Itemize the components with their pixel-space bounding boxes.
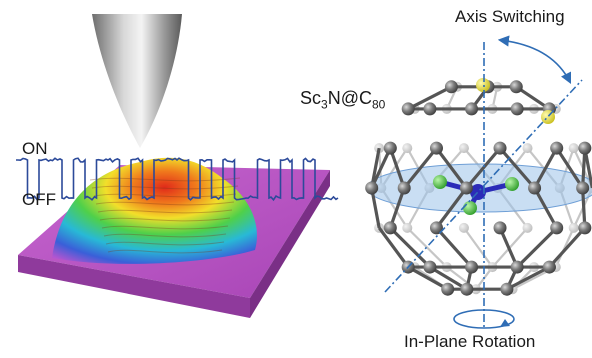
cage-bond [554,227,575,268]
cage-bond [370,147,392,189]
carbon-atom [465,102,479,116]
carbon-atom [429,221,443,235]
signal-trace [16,157,339,202]
carbon-atom [510,260,524,274]
rotation-arrow-icon [453,309,515,329]
cage-bond [407,85,453,111]
carbon-atom [522,143,533,154]
carbon-atom [522,222,533,233]
molecule-formula-label: Sc3N@C80 [300,88,386,112]
cage-bond [370,187,381,229]
carbon-atom [578,221,592,235]
carbon-atom [383,221,397,235]
cage-bond [389,226,432,269]
carbon-atom [528,181,542,195]
cage-bond [402,147,438,190]
carbon-atom [383,141,397,155]
cage-bond [506,265,551,291]
cage-front-bonds [370,85,592,291]
carbon-atom [493,221,507,235]
axis-switching-label: Axis Switching [455,7,565,26]
scandium-atom [505,177,519,191]
carbon-atom [493,141,507,155]
carbon-atom [460,282,474,296]
on-state-label: ON [22,139,48,158]
carbon-atom [397,181,411,195]
cage-bond [498,227,519,268]
carbon-atom [441,282,455,296]
carbon-atom [402,143,413,154]
carbon-atom [458,222,469,233]
carbon-atom [510,102,524,116]
cage-bond [555,147,585,189]
cage-bond [515,85,551,111]
scandium-atom [463,201,477,215]
carbon-atom [542,260,556,274]
carbon-atom [500,282,514,296]
cage-bond [548,226,587,269]
cage-bond [429,265,468,291]
carbon-atom [568,143,579,154]
carbon-atom [550,221,564,235]
highlight-atom [476,78,490,92]
carbon-atom [402,222,413,233]
scandium-atom [433,175,447,189]
carbon-atom [423,260,437,274]
switching-arrow-icon [497,35,572,85]
cage-bond [498,147,536,190]
tilted-axis [384,79,583,293]
cage-bond [435,187,468,229]
carbon-atom [509,80,523,94]
carbon-atom [365,181,379,195]
cage-bond [388,147,406,189]
cage-bond [583,147,592,189]
carbon-atom [576,181,590,195]
cage-bond [435,147,468,189]
carbon-atom [458,143,469,154]
carbon-atom [465,260,479,274]
cage-bond [377,226,410,269]
carbon-atom [423,102,437,116]
cage-bond [407,265,449,291]
cage-bond [465,147,502,190]
carbon-atom [550,141,564,155]
cage-bond [463,227,494,268]
cage-bond [533,147,559,189]
cage-bond [388,187,406,229]
cage-front-atoms [365,80,592,296]
cage-bond [435,226,473,269]
carbon-atom [459,181,473,195]
carbon-atom [401,102,415,116]
off-state-label: OFF [22,190,56,209]
cage-bond [370,147,381,189]
carbon-atom [429,141,443,155]
cage-bond [516,226,558,269]
carbon-atom [578,141,592,155]
carbon-atom [568,222,579,233]
cage-bond [533,187,559,229]
stm-tip-icon [92,14,182,148]
in-plane-rotation-label: In-Plane Rotation [404,332,536,351]
fullerene-cage [365,78,592,296]
cage-bond [581,187,587,228]
cage-bond [406,227,448,268]
carbon-atom [444,80,458,94]
